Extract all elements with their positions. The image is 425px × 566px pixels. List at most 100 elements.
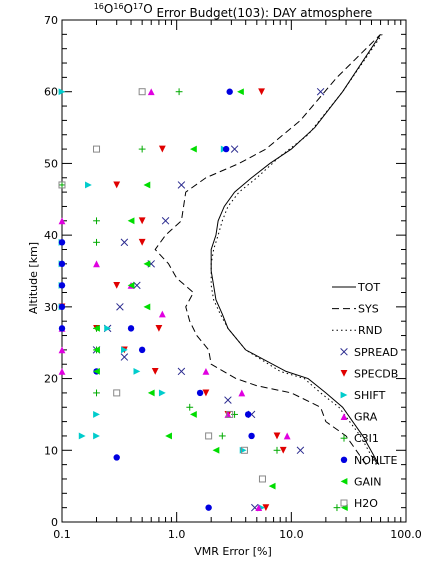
y-tick-label: 30	[44, 301, 58, 314]
sys-line	[154, 33, 381, 465]
specdb-point	[273, 432, 281, 440]
title-iso_c: 17	[133, 2, 143, 11]
series-tot	[210, 34, 381, 465]
specdb-point	[113, 281, 121, 289]
gain-point	[93, 324, 100, 332]
nonlte-point	[58, 239, 66, 246]
gain-point	[143, 303, 151, 311]
specdb-point	[151, 368, 159, 375]
gra-point	[58, 217, 66, 225]
spread-point	[177, 367, 186, 376]
x-axis-ticks: 0.1 1.0 10.0 100.0	[53, 20, 422, 541]
nonlte-point	[127, 325, 135, 332]
x-stroke	[133, 281, 141, 290]
gain-point	[143, 181, 151, 189]
gra-point	[283, 432, 291, 440]
y-tick-label: 20	[44, 373, 58, 386]
legend-swatch-h2o	[340, 499, 348, 507]
x-stroke	[120, 238, 129, 247]
shift-point	[120, 346, 128, 354]
legend-item-spread: SPREAD	[340, 346, 398, 359]
gra-point	[147, 88, 155, 96]
h2o-point	[226, 410, 234, 418]
legend-item-specdb: SPECDB	[340, 367, 398, 380]
specdb-point	[158, 145, 166, 153]
title-o_c: O	[143, 2, 152, 16]
title-rest: Error Budget(103): DAY atmosphere	[153, 6, 373, 20]
specdb-point	[138, 217, 146, 225]
spread-point	[116, 303, 124, 311]
legend-label-c3i1: C3I1	[354, 432, 379, 445]
specdb-point	[113, 181, 121, 189]
legend-swatch-specdb	[340, 370, 348, 377]
c3i1-point	[93, 389, 100, 397]
legend: TOT SYS RND SPREAD SPECDB SHIFT GRA C3I1 NONLTE G…	[332, 281, 398, 510]
series-rnd	[210, 34, 383, 465]
nonlte-point	[138, 346, 146, 354]
legend-swatch-spread	[340, 348, 348, 356]
shift-point	[158, 389, 166, 397]
specdb-point	[202, 389, 210, 397]
legend-label-rnd: RND	[358, 324, 382, 337]
c3i1-point	[58, 181, 66, 189]
spread-point	[316, 87, 325, 96]
gra-point	[255, 504, 263, 512]
legend-item-rnd: RND	[332, 324, 382, 337]
y-tick-label: 60	[44, 86, 58, 99]
spread-point	[224, 396, 232, 404]
nonlte-point	[58, 325, 66, 332]
legend-item-c3i1: C3I1	[340, 432, 379, 445]
x-tick-label: 1.0	[168, 528, 186, 541]
x-axis-label: VMR Error [%]	[194, 545, 272, 558]
c3i1-point	[186, 403, 194, 411]
gra-point	[58, 368, 66, 375]
x-stroke	[340, 348, 348, 356]
series-sys	[154, 33, 381, 465]
nonlte-point	[58, 282, 66, 289]
gain-point	[127, 217, 135, 225]
gain-point	[190, 411, 197, 418]
legend-label-spread: SPREAD	[354, 346, 398, 359]
shift-point	[104, 324, 112, 332]
c3i1-point	[218, 432, 226, 440]
x-stroke	[296, 446, 305, 455]
spread-point	[120, 238, 129, 247]
y-tick-label: 0	[51, 516, 58, 529]
x-tick-label: 10.0	[279, 528, 304, 541]
shift-point	[93, 432, 100, 440]
series-h2o	[58, 88, 266, 483]
legend-swatch-nonlte	[340, 456, 348, 463]
legend-item-h2o: H2O	[340, 497, 378, 510]
legend-item-gra: GRA	[340, 411, 378, 424]
gain-point	[237, 88, 244, 96]
gain-point	[143, 260, 151, 268]
h2o-point	[58, 181, 66, 189]
h2o-point	[258, 475, 266, 483]
title-iso_b: 16	[113, 2, 123, 11]
y-tick-label: 50	[44, 157, 58, 170]
gra-point	[58, 346, 66, 354]
shift-point	[239, 446, 247, 454]
shift-point	[78, 432, 86, 440]
series-specdb	[58, 88, 287, 512]
gain-point	[268, 482, 276, 490]
chart-title: 16O16O17O Error Budget(103): DAY atmosph…	[94, 2, 373, 20]
tot-line	[210, 34, 381, 465]
spread-point	[177, 181, 186, 189]
series-nonlte	[58, 88, 255, 511]
nonlte-point	[58, 303, 66, 311]
gra-point	[93, 260, 100, 268]
h2o-point	[138, 88, 146, 96]
nonlte-point	[222, 145, 230, 153]
legend-item-nonlte: NONLTE	[340, 454, 397, 467]
legend-label-gra: GRA	[354, 411, 378, 424]
gain-point	[212, 446, 220, 454]
shift-point	[133, 368, 141, 375]
plot-border	[61, 19, 407, 523]
x-stroke	[116, 303, 124, 311]
legend-swatch-gra	[340, 413, 348, 420]
legend-item-gain: GAIN	[340, 475, 382, 488]
specdb-point	[155, 324, 163, 332]
x-stroke	[177, 181, 186, 189]
legend-label-nonlte: NONLTE	[354, 454, 397, 467]
